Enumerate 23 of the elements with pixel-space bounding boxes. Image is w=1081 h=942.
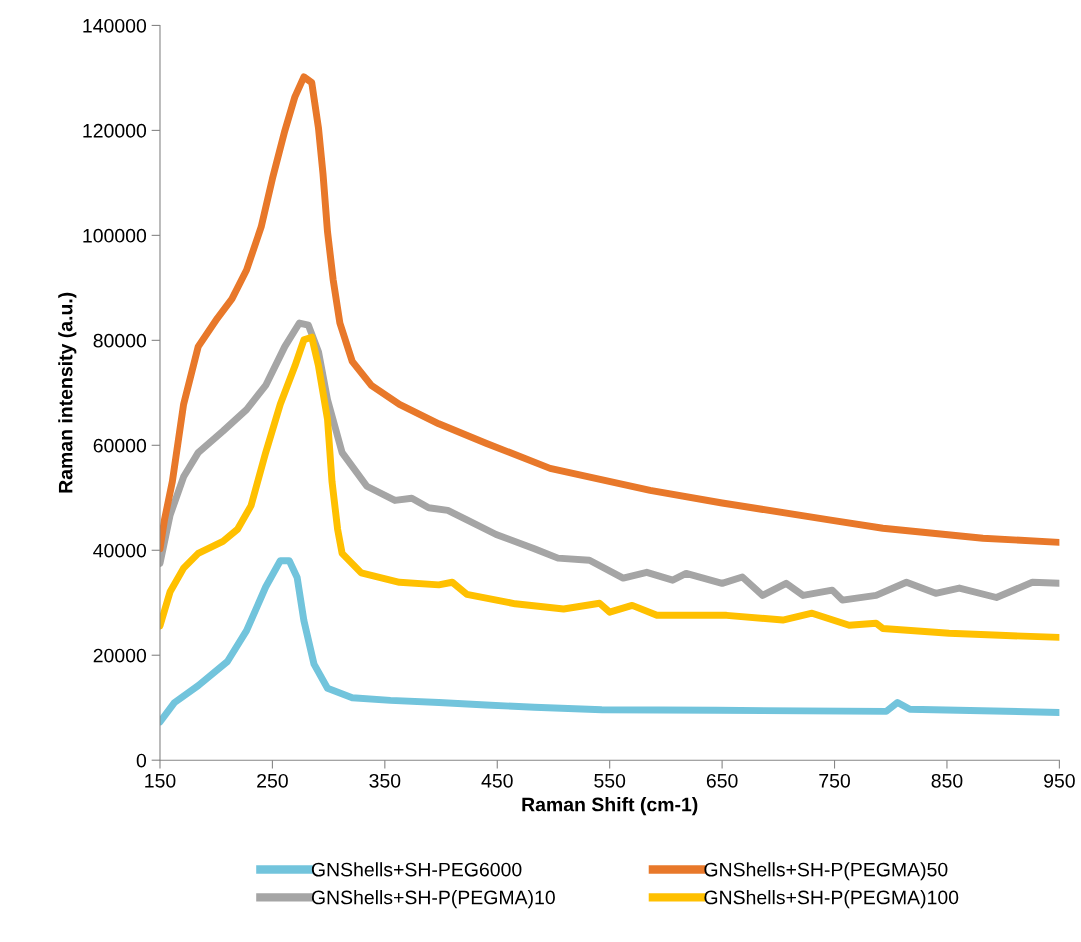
y-axis-title: Raman intensity (a.u.) [58,292,77,493]
y-tick-label: 60000 [93,438,147,453]
y-tick-label: 140000 [83,18,147,33]
y-tick-label: 120000 [83,123,147,138]
y-tick-label: 100000 [83,228,147,243]
x-axis-title: Raman Shift (cm-1) [522,797,698,816]
x-tick-label: 450 [481,773,513,788]
x-tick-label: 150 [145,773,176,788]
y-tick-label: 20000 [93,648,147,663]
x-tick-label: 750 [819,773,850,788]
y-tick-label: 40000 [93,543,147,558]
x-tick-label: 250 [257,773,288,788]
legend-label: GNShells+SH-P(PEGMA)10 [311,890,555,909]
x-tick-label: 650 [706,773,738,788]
legend-label: GNShells+SH-PEG6000 [311,862,522,877]
legend-label: GNShells+SH-P(PEGMA)100 [704,890,959,909]
x-tick-label: 950 [1044,773,1075,788]
x-tick-label: 850 [931,773,963,788]
y-tick-label: 0 [136,753,147,768]
x-tick-label: 350 [369,773,401,788]
x-tick-label: 550 [594,773,626,788]
y-tick-label: 80000 [93,333,147,348]
legend-label: GNShells+SH-P(PEGMA)50 [704,862,948,881]
